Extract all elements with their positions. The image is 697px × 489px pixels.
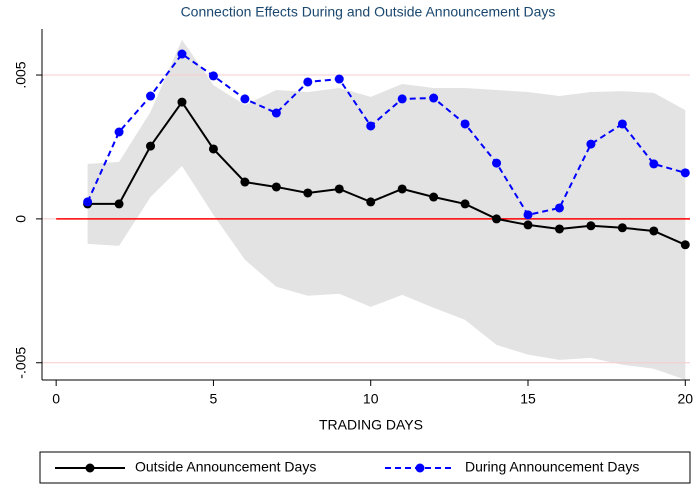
y-tick-label: -.005 bbox=[13, 347, 29, 379]
y-tick-label: 0 bbox=[13, 215, 29, 223]
point bbox=[429, 192, 439, 202]
point bbox=[397, 184, 407, 194]
point bbox=[240, 177, 250, 187]
point bbox=[177, 97, 187, 107]
point bbox=[366, 197, 376, 207]
point bbox=[617, 119, 627, 129]
confidence-band bbox=[87, 39, 686, 380]
point bbox=[83, 197, 93, 207]
chart-title: Connection Effects During and Outside An… bbox=[181, 4, 556, 20]
point bbox=[680, 168, 690, 178]
point bbox=[366, 121, 376, 131]
x-tick-label: 10 bbox=[363, 391, 379, 407]
point bbox=[492, 214, 502, 224]
point bbox=[146, 141, 156, 151]
point bbox=[554, 224, 564, 234]
legend-marker bbox=[415, 463, 425, 473]
point bbox=[271, 108, 281, 118]
x-tick-label: 0 bbox=[52, 391, 60, 407]
series-line bbox=[86, 52, 686, 216]
point bbox=[649, 226, 659, 236]
point bbox=[334, 184, 344, 194]
point bbox=[586, 139, 596, 149]
x-tick-label: 20 bbox=[677, 391, 693, 407]
point bbox=[680, 240, 690, 250]
series-line bbox=[87, 100, 686, 246]
point bbox=[523, 210, 533, 220]
point bbox=[271, 182, 281, 192]
point bbox=[177, 49, 187, 59]
point bbox=[429, 93, 439, 103]
point bbox=[114, 199, 124, 209]
point bbox=[334, 74, 344, 84]
point bbox=[460, 119, 470, 129]
point bbox=[114, 127, 124, 137]
x-tick-label: 5 bbox=[210, 391, 218, 407]
point bbox=[586, 221, 596, 231]
point bbox=[208, 71, 218, 81]
x-axis-label: TRADING DAYS bbox=[319, 417, 423, 433]
point bbox=[649, 159, 659, 169]
point bbox=[146, 91, 156, 101]
x-tick-label: 15 bbox=[520, 391, 536, 407]
point bbox=[523, 220, 533, 230]
point bbox=[303, 77, 313, 87]
point bbox=[397, 94, 407, 104]
point bbox=[554, 203, 564, 213]
legend-label: Outside Announcement Days bbox=[135, 459, 316, 475]
legend-box bbox=[39, 451, 691, 484]
point bbox=[492, 158, 502, 168]
point bbox=[617, 223, 627, 233]
point bbox=[240, 94, 250, 104]
legend-label: During Announcement Days bbox=[465, 459, 639, 475]
y-tick-label: .005 bbox=[13, 61, 29, 88]
point bbox=[208, 144, 218, 154]
legend-marker bbox=[85, 463, 95, 473]
point bbox=[460, 199, 470, 209]
point bbox=[303, 188, 313, 198]
